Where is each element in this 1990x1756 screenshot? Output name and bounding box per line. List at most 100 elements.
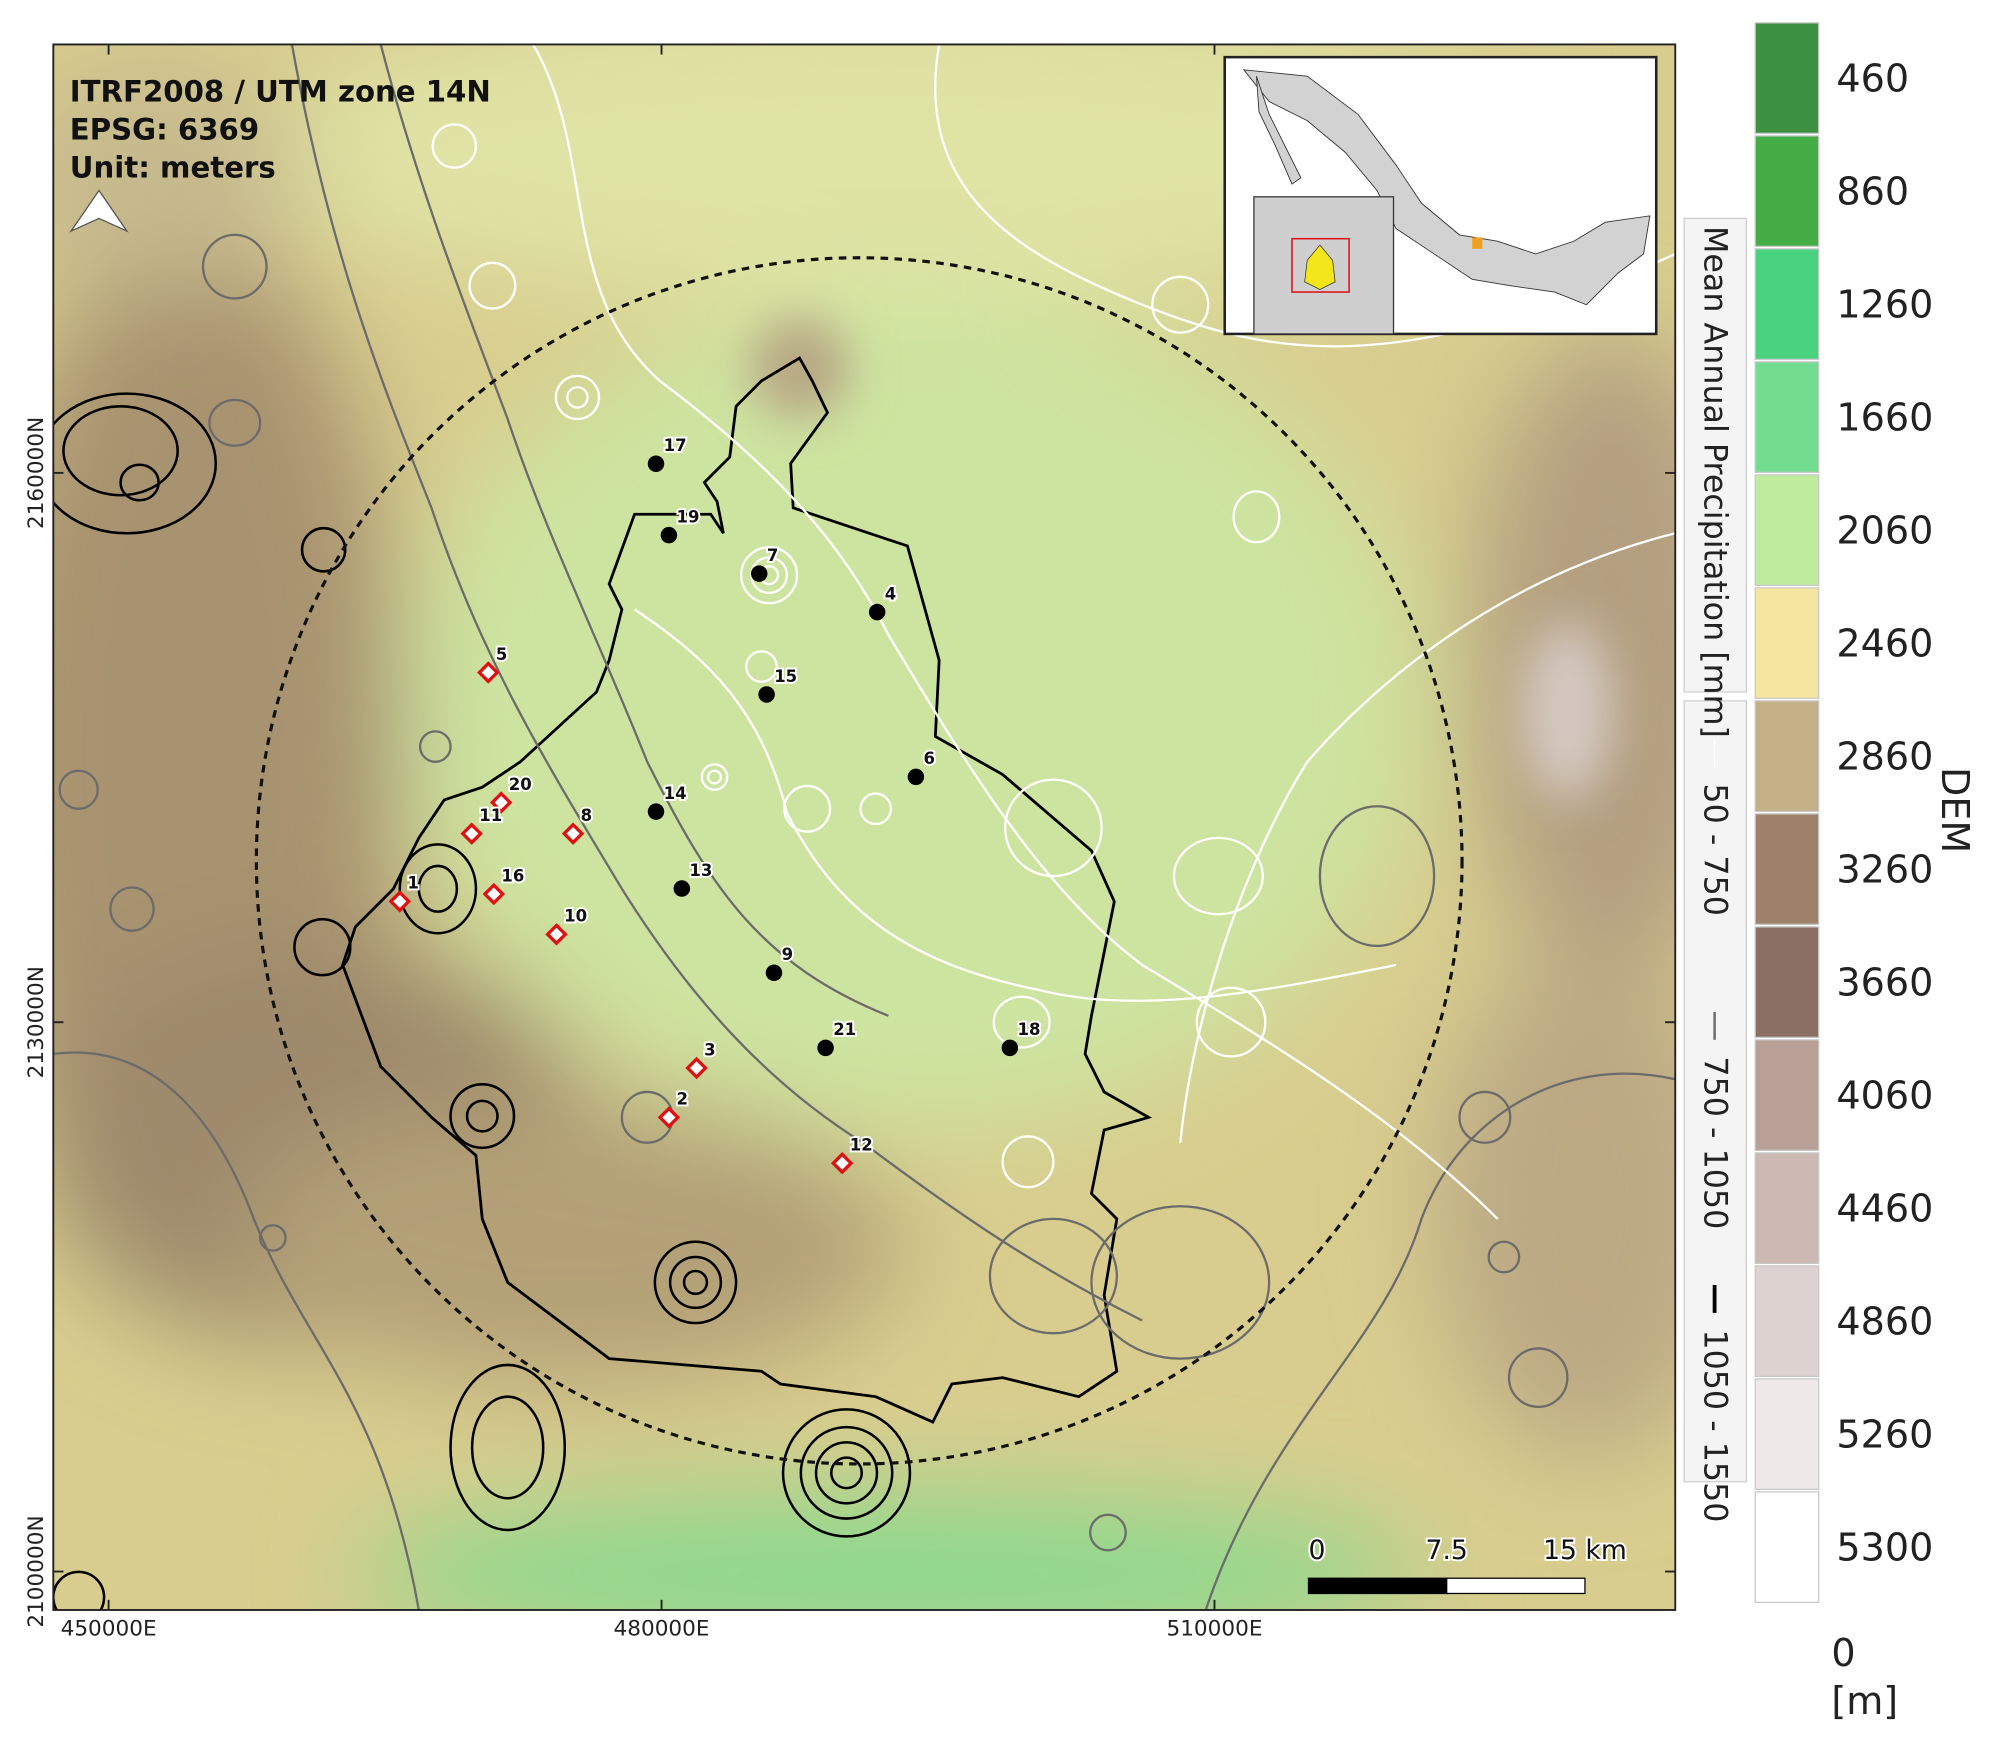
precipitation-legend: Mean Annual Precipitation [mm] 50 - 750 75…	[1683, 217, 1747, 1522]
contour	[398, 843, 478, 935]
dem-label: 5300	[1836, 1525, 1933, 1569]
contour	[783, 784, 832, 833]
station-dot	[765, 964, 783, 982]
contour	[53, 1051, 420, 1610]
dem-legend: 460 860 1260 1660 2060 2460 2860 3260 3660 4060 44…	[1754, 22, 1977, 1723]
station-dot	[647, 455, 665, 473]
station-diamond	[460, 822, 483, 845]
x-tick-label: 510000E	[1166, 1616, 1262, 1641]
contour	[682, 1269, 709, 1296]
contour	[119, 463, 160, 502]
contour	[745, 650, 778, 683]
contour	[259, 1224, 287, 1252]
contour	[1179, 532, 1676, 1143]
contour	[554, 374, 601, 421]
dem-label: 4460	[1836, 1186, 1933, 1230]
contour	[1318, 805, 1436, 948]
city-boundary	[341, 356, 1153, 1424]
crs-line: EPSG: 6369	[70, 113, 259, 147]
station-label: 3	[704, 1040, 715, 1059]
dem-swatch	[1754, 1039, 1820, 1151]
station-dot	[750, 565, 768, 582]
dem-unit: [m]	[1831, 1679, 1898, 1723]
legend-title: Mean Annual Precipitation [mm]	[1696, 226, 1732, 738]
scale-bar: 0 7.5 15 km	[1307, 1533, 1629, 1595]
contour	[431, 123, 478, 169]
station-label: 16	[501, 866, 524, 885]
dem-label: 2060	[1836, 508, 1933, 552]
x-tick-label: 480000E	[614, 1616, 710, 1641]
contour	[379, 44, 889, 1017]
contour	[1507, 1347, 1569, 1408]
station-label: 19	[677, 507, 700, 526]
contour	[300, 526, 347, 573]
station-label: 15	[774, 667, 797, 686]
crs-line: Unit: meters	[70, 151, 276, 185]
legend-label: 50 - 750	[1696, 783, 1732, 916]
station-diamond	[685, 1056, 708, 1080]
dem-label: 5260	[1836, 1412, 1933, 1456]
dem-swatch	[1754, 22, 1820, 134]
contour	[1195, 986, 1267, 1058]
dem-swatch	[1754, 248, 1820, 360]
scale-bar-label: 7.5	[1426, 1535, 1468, 1566]
contour	[208, 398, 262, 447]
dem-label: 860	[1836, 169, 1909, 213]
scale-bar-label: 0	[1308, 1535, 1325, 1566]
station-diamond	[830, 1151, 854, 1175]
contour	[1172, 836, 1264, 916]
dem-label: 1260	[1836, 282, 1933, 326]
contour	[449, 1083, 516, 1150]
contour	[992, 995, 1051, 1049]
station-dot	[868, 603, 886, 621]
contour	[468, 261, 517, 310]
station-label: 11	[479, 806, 502, 825]
station-diamond	[657, 1106, 681, 1129]
y-tick-label: 2100000N	[24, 1515, 49, 1627]
contour	[1090, 1205, 1271, 1360]
contour	[109, 886, 155, 932]
contour	[418, 730, 452, 763]
contour	[668, 1255, 723, 1310]
contour	[830, 1456, 864, 1490]
station-label: 1	[407, 874, 418, 893]
dem-swatch	[1754, 1152, 1820, 1264]
contour	[1458, 1090, 1512, 1144]
station-dot	[673, 880, 691, 897]
stations: 17 19 7 4 15 6 14 13 9 21 18 5 20 11 8 1 16 10 3 2 12	[388, 434, 1042, 1175]
scale-bar-segment	[1446, 1577, 1586, 1595]
station-diamond	[482, 882, 506, 906]
contour	[53, 392, 217, 535]
dem-label: 4860	[1836, 1299, 1933, 1343]
station-label: 18	[1018, 1020, 1041, 1039]
station-dot	[817, 1039, 834, 1057]
station-label: 7	[767, 546, 778, 565]
dem-swatch	[1754, 1265, 1820, 1377]
contour	[53, 1570, 106, 1610]
contour	[58, 769, 99, 810]
north-arrow	[69, 189, 129, 233]
contour	[293, 917, 352, 977]
station-label: 21	[833, 1020, 856, 1039]
contour	[1001, 1135, 1055, 1189]
dem-label: 2460	[1836, 621, 1933, 665]
station-label: 4	[885, 584, 896, 603]
dem-swatch	[1754, 926, 1820, 1038]
contour	[1004, 778, 1103, 878]
frame-ticks: 450000E 480000E 510000E2100000N2130000N216…	[24, 44, 1676, 1641]
contour	[201, 233, 268, 300]
dem-swatch	[1754, 700, 1820, 812]
dem-swatch	[1754, 361, 1820, 473]
dem-swatch	[1754, 1378, 1820, 1490]
legend-label: 750 - 1050	[1696, 1056, 1732, 1229]
x-tick-label: 450000E	[61, 1616, 157, 1641]
contour	[988, 1217, 1118, 1335]
station-label: 13	[689, 861, 712, 880]
dem-min-label: 0	[1831, 1631, 1855, 1675]
scale-bar-segment	[1307, 1577, 1448, 1595]
contour	[62, 405, 179, 497]
station-label: 20	[509, 775, 532, 794]
station-dot	[1001, 1039, 1019, 1057]
station-diamond	[561, 822, 585, 845]
contour	[1089, 1513, 1127, 1552]
